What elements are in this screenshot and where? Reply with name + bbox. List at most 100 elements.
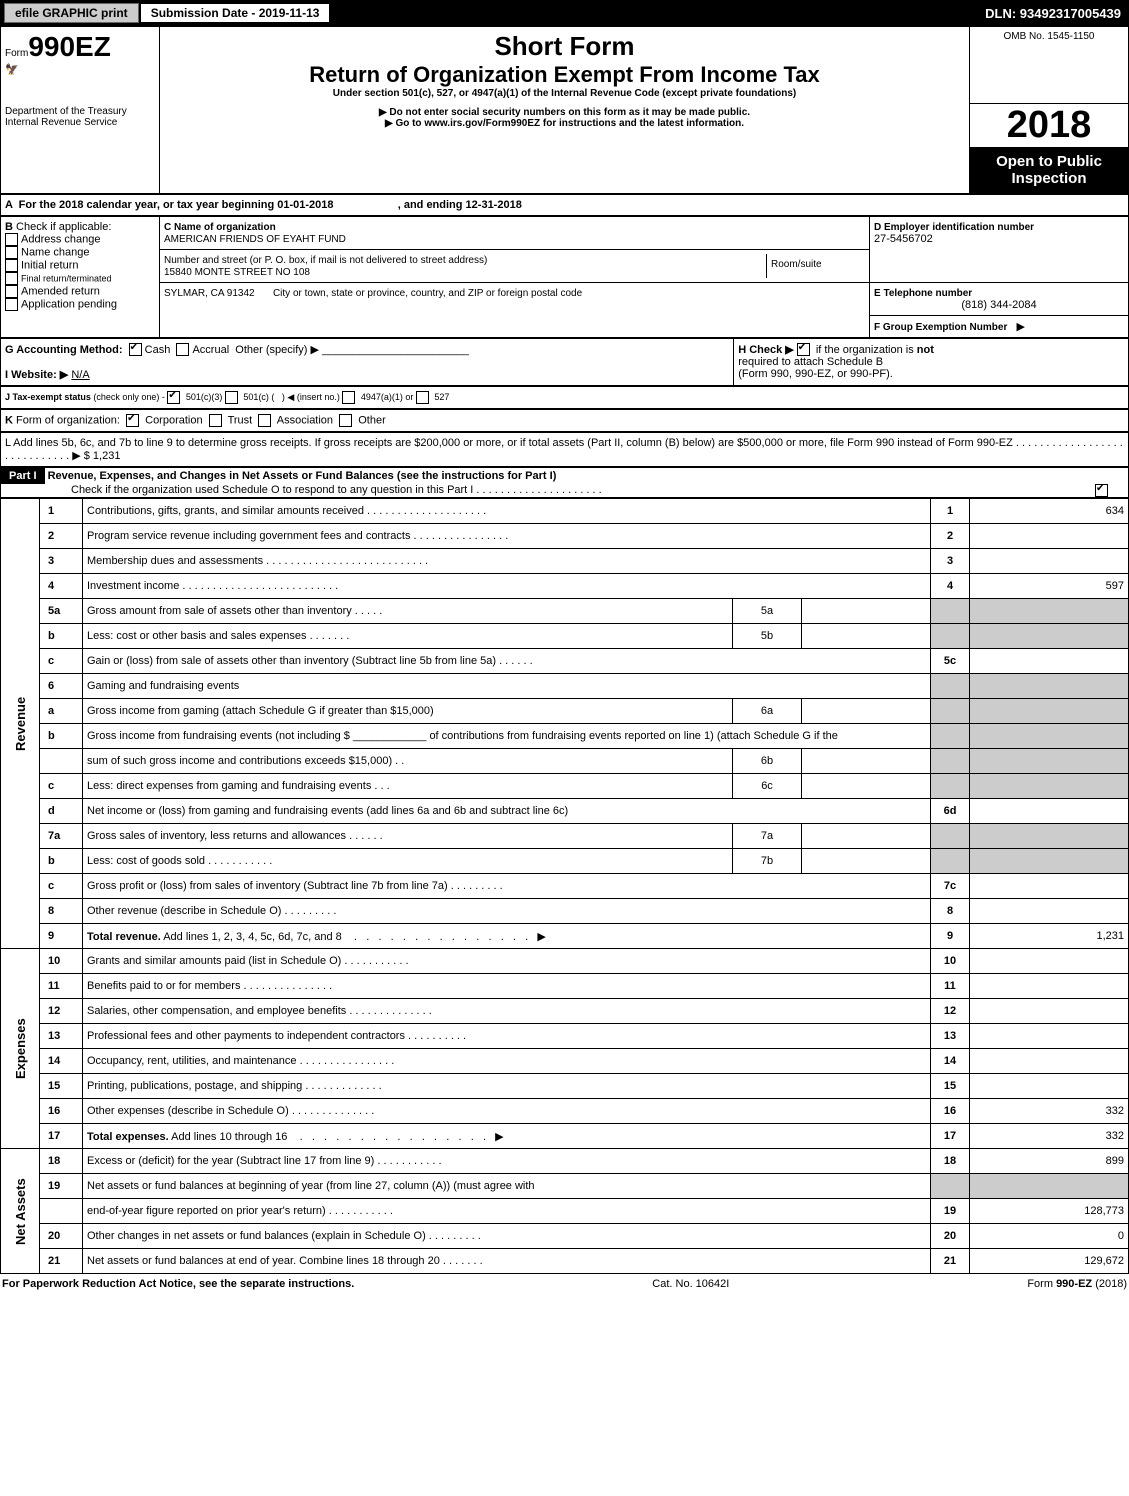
line-j: J Tax-exempt status (check only one) - 5… — [1, 387, 1129, 409]
cb-initial-return[interactable]: Initial return — [21, 259, 78, 271]
part-1-title: Revenue, Expenses, and Changes in Net As… — [48, 470, 557, 482]
line-15-desc: Printing, publications, postage, and shi… — [83, 1074, 931, 1099]
form-number: 990EZ — [28, 31, 111, 62]
part-1-check: Check if the organization used Schedule … — [1, 484, 602, 496]
line-6b-desc2: sum of such gross income and contributio… — [83, 749, 733, 773]
street-value: 15840 MONTE STREET NO 108 — [164, 267, 310, 278]
ein-value: 27-5456702 — [874, 233, 933, 245]
website-value: N/A — [71, 369, 89, 381]
line-14-desc: Occupancy, rent, utilities, and maintena… — [83, 1049, 931, 1074]
line-h-txt2: required to attach Schedule B — [738, 356, 883, 368]
line-18-desc: Excess or (deficit) for the year (Subtra… — [83, 1149, 931, 1174]
eagle-icon: 🦅 — [5, 63, 155, 76]
line-19-desc-b: end-of-year figure reported on prior yea… — [83, 1199, 931, 1224]
cb-final-return[interactable]: Final return/terminated — [21, 273, 112, 283]
line-6a-desc: Gross income from gaming (attach Schedul… — [83, 699, 733, 723]
line-19-desc-a: Net assets or fund balances at beginning… — [83, 1174, 931, 1199]
line-a: A For the 2018 calendar year, or tax yea… — [1, 194, 1129, 215]
line-5b-desc: Less: cost or other basis and sales expe… — [83, 624, 733, 648]
line-h-txt3: (Form 990, 990-EZ, or 990-PF). — [738, 368, 893, 380]
netassets-section-label: Net Assets — [1, 1149, 40, 1274]
line-21-value: 129,672 — [970, 1249, 1129, 1274]
part-1-checkbox[interactable] — [1095, 484, 1108, 497]
line-10-desc: Grants and similar amounts paid (list in… — [83, 949, 931, 974]
box-d-label: D Employer identification number — [874, 222, 1034, 233]
org-name: AMERICAN FRIENDS OF EYAHT FUND — [164, 234, 346, 245]
room-suite-label: Room/suite — [771, 259, 822, 270]
line-h-pre: H Check ▶ — [738, 344, 794, 356]
line-1-value: 634 — [970, 499, 1129, 524]
line-20-desc: Other changes in net assets or fund bala… — [83, 1224, 931, 1249]
line-20-value: 0 — [970, 1224, 1129, 1249]
footer-left: For Paperwork Reduction Act Notice, see … — [2, 1278, 354, 1290]
part-1-header: Part I — [1, 468, 45, 484]
cb-amended-return[interactable]: Amended return — [21, 285, 100, 297]
line-7b-desc: Less: cost of goods sold . . . . . . . .… — [83, 849, 733, 873]
open-to-public: Open to Public Inspection — [970, 147, 1128, 193]
line-7a-desc: Gross sales of inventory, less returns a… — [83, 824, 733, 848]
line-13-desc: Professional fees and other payments to … — [83, 1024, 931, 1049]
cb-address-change[interactable]: Address change — [21, 233, 101, 245]
entity-info: B Check if applicable: Address change Na… — [0, 216, 1129, 338]
line-6d-desc: Net income or (loss) from gaming and fun… — [83, 799, 931, 824]
expenses-section-label: Expenses — [1, 949, 40, 1149]
efile-print-button[interactable]: efile GRAPHIC print — [4, 3, 139, 23]
line-6-desc: Gaming and fundraising events — [83, 674, 931, 699]
line-18-value: 899 — [970, 1149, 1129, 1174]
line-9-desc: Total revenue. Add lines 1, 2, 3, 4, 5c,… — [83, 924, 931, 949]
acct-cash[interactable]: Cash — [145, 344, 171, 356]
lines-table: Revenue 1Contributions, gifts, grants, a… — [0, 498, 1129, 1274]
city-label: City or town, state or province, country… — [273, 288, 582, 299]
box-c-label: C Name of organization — [164, 222, 276, 233]
street-label: Number and street (or P. O. box, if mail… — [164, 255, 487, 266]
line-16-value: 332 — [970, 1099, 1129, 1124]
line-17-value: 332 — [970, 1124, 1129, 1149]
dln: DLN: 93492317005439 — [985, 6, 1127, 21]
line-4-desc: Investment income . . . . . . . . . . . … — [83, 574, 931, 599]
goto-link[interactable]: ▶ Go to www.irs.gov/Form990EZ for instru… — [385, 118, 744, 129]
line-4-value: 597 — [970, 574, 1129, 599]
line-5c-desc: Gain or (loss) from sale of assets other… — [83, 649, 931, 674]
omb-number: OMB No. 1545-1150 — [974, 31, 1124, 42]
form-prefix: Form — [5, 48, 28, 59]
line-i-label: I Website: ▶ — [5, 369, 68, 381]
line-3-desc: Membership dues and assessments . . . . … — [83, 549, 931, 574]
line-1-desc: Contributions, gifts, grants, and simila… — [83, 499, 931, 524]
line-2-desc: Program service revenue including govern… — [83, 524, 931, 549]
line-12-desc: Salaries, other compensation, and employ… — [83, 999, 931, 1024]
box-e-label: E Telephone number — [874, 288, 972, 299]
acct-other[interactable]: Other (specify) ▶ — [235, 344, 319, 356]
return-org-title: Return of Organization Exempt From Incom… — [164, 62, 965, 88]
submission-date: Submission Date - 2019-11-13 — [141, 4, 330, 22]
top-bar: efile GRAPHIC print Submission Date - 20… — [0, 0, 1129, 26]
line-8-desc: Other revenue (describe in Schedule O) .… — [83, 899, 931, 924]
line-l: L Add lines 5b, 6c, and 7b to line 9 to … — [1, 433, 1129, 467]
line-h-checkbox[interactable] — [797, 343, 810, 356]
line-17-desc: Total expenses. Add lines 10 through 16 … — [83, 1124, 931, 1149]
dept-treasury: Department of the Treasury — [5, 106, 155, 117]
box-f-label: F Group Exemption Number — [874, 322, 1007, 333]
line-16-desc: Other expenses (describe in Schedule O) … — [83, 1099, 931, 1124]
under-section: Under section 501(c), 527, or 4947(a)(1)… — [164, 88, 965, 99]
line-k: K Form of organization: Corporation Trus… — [1, 410, 1129, 432]
line-21-desc: Net assets or fund balances at end of ye… — [83, 1249, 931, 1274]
do-not-enter-ssn: ▶ Do not enter social security numbers o… — [164, 107, 965, 118]
line-6c-desc: Less: direct expenses from gaming and fu… — [83, 774, 733, 798]
line-19-value: 128,773 — [970, 1199, 1129, 1224]
city-value: SYLMAR, CA 91342 — [164, 288, 255, 299]
footer-right: Form 990-EZ (2018) — [1027, 1278, 1127, 1290]
line-9-value: 1,231 — [970, 924, 1129, 949]
cb-application-pending[interactable]: Application pending — [21, 298, 117, 310]
cb-name-change[interactable]: Name change — [21, 246, 90, 258]
line-7c-desc: Gross profit or (loss) from sales of inv… — [83, 874, 931, 899]
acct-accrual[interactable]: Accrual — [192, 344, 229, 356]
irs-line: Internal Revenue Service — [5, 117, 155, 128]
revenue-section-label: Revenue — [1, 499, 40, 949]
form-header: Form990EZ 🦅 Department of the Treasury I… — [0, 26, 1129, 194]
line-11-desc: Benefits paid to or for members . . . . … — [83, 974, 931, 999]
line-5a-desc: Gross amount from sale of assets other t… — [83, 599, 733, 623]
line-g-label: G Accounting Method: — [5, 344, 123, 356]
check-applicable-label: Check if applicable: — [16, 221, 111, 233]
phone-value: (818) 344-2084 — [874, 299, 1124, 311]
tax-year: 2018 — [970, 104, 1128, 147]
